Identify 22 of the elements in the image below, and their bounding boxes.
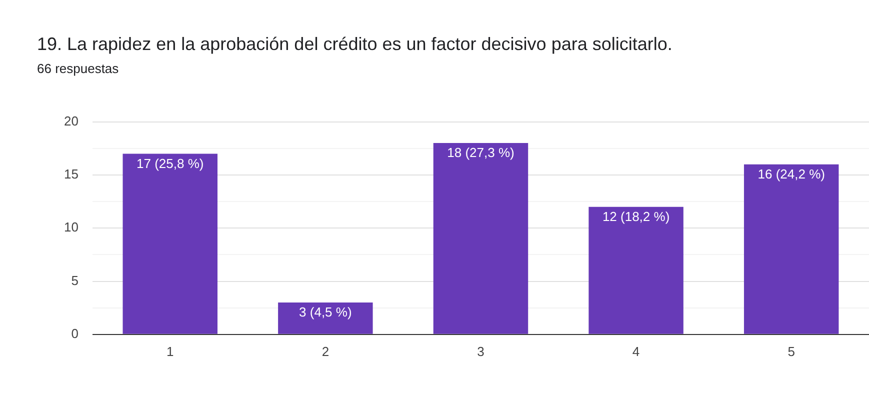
x-tick-label: 1 — [166, 344, 174, 359]
y-tick-label: 20 — [64, 113, 78, 128]
y-tick-label: 5 — [71, 272, 78, 288]
x-tick-label: 5 — [788, 344, 795, 359]
y-tick-label: 15 — [64, 166, 78, 182]
data-label: 17 (25,8 %) — [136, 156, 204, 171]
y-tick-label: 10 — [64, 220, 78, 235]
data-label: 18 (27,3 %) — [447, 145, 514, 160]
bar — [122, 154, 218, 334]
chart-title: 19. La rapidez en la aprobación del crédito es un factor decisivo para solicitarlo. — [37, 34, 672, 55]
bar — [278, 302, 373, 334]
bar — [433, 143, 528, 334]
chart-subtitle: 66 respuestas — [37, 61, 119, 76]
x-tick-label: 4 — [632, 344, 640, 359]
bar — [744, 164, 839, 334]
bar — [588, 206, 684, 334]
x-tick-label: 2 — [322, 344, 330, 359]
data-label: 12 (18,2 %) — [602, 208, 670, 224]
y-tick-label: 0 — [71, 326, 78, 341]
data-label: 3 (4,5 %) — [299, 304, 352, 320]
x-tick-label: 3 — [477, 344, 484, 359]
data-label: 16 (24,2 %) — [758, 166, 825, 182]
